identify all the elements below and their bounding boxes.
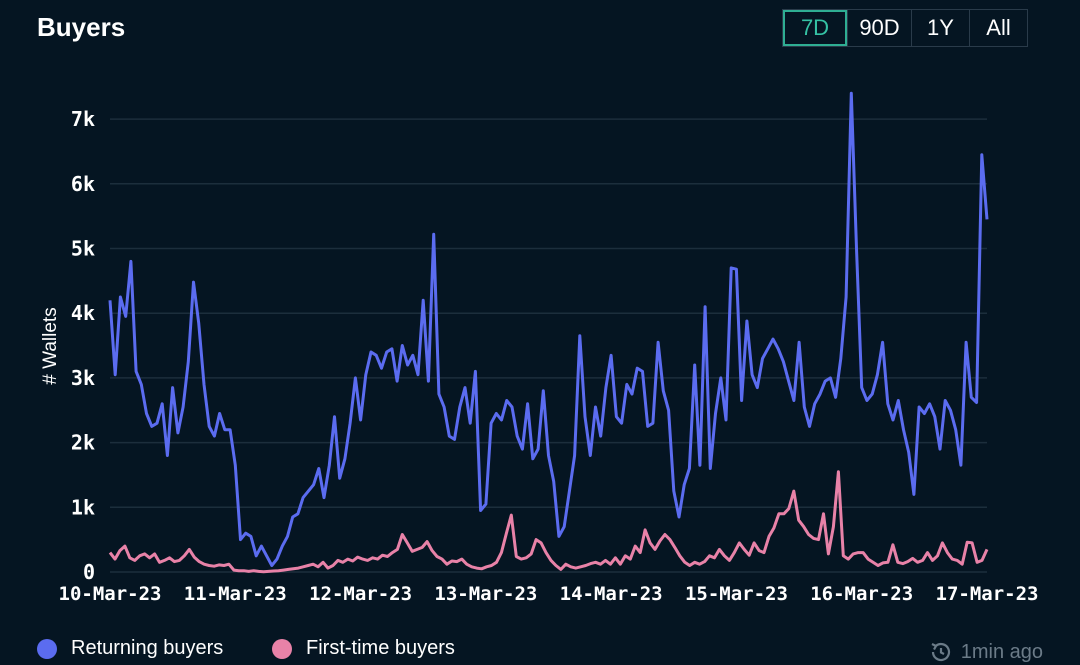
y-axis-ticks: 0 1k 2k 3k 4k 5k 6k 7k — [71, 107, 95, 584]
legend-dot-returning — [37, 638, 57, 659]
buyers-line-chart: 0 1k 2k 3k 4k 5k 6k 7k 10-Mar-23 11-Mar-23 12-Mar… — [40, 91, 1039, 605]
updated-text: 1min ago — [960, 640, 1043, 663]
y-tick-label: 1k — [71, 495, 95, 519]
y-tick-label: 3k — [71, 366, 95, 390]
page-title: Buyers — [37, 12, 126, 42]
x-tick-label: 12-Mar-23 — [309, 583, 412, 605]
refresh-clock-icon — [931, 642, 950, 662]
x-tick-label: 15-Mar-23 — [685, 583, 788, 605]
x-tick-label: 10-Mar-23 — [59, 583, 162, 605]
range-90d-button[interactable]: 90D — [847, 10, 911, 46]
legend-item-first-time[interactable]: First-time buyers — [272, 637, 455, 660]
series-line-first-time-buyers[interactable] — [108, 470, 989, 574]
legend-dot-first-time — [272, 638, 292, 659]
y-tick-label: 5k — [71, 237, 95, 261]
x-tick-label: 16-Mar-23 — [810, 583, 913, 605]
x-tick-label: 14-Mar-23 — [560, 583, 663, 605]
range-all-button[interactable]: All — [969, 10, 1027, 46]
last-updated: 1min ago — [929, 640, 1043, 664]
x-tick-label: 17-Mar-23 — [936, 583, 1039, 605]
x-tick-label: 11-Mar-23 — [184, 583, 287, 605]
series-line-returning-buyers[interactable] — [108, 91, 989, 567]
y-tick-label: 6k — [71, 172, 95, 196]
range-7d-button[interactable]: 7D — [783, 10, 847, 46]
y-tick-label: 0 — [83, 560, 95, 584]
y-axis-label: # Wallets — [40, 307, 61, 384]
legend-label-first-time: First-time buyers — [306, 637, 455, 659]
grid-lines — [110, 118, 987, 573]
x-axis-ticks: 10-Mar-23 11-Mar-23 12-Mar-23 13-Mar-23 14-M… — [59, 583, 1039, 605]
x-tick-label: 13-Mar-23 — [434, 583, 537, 605]
series-lines — [108, 91, 989, 574]
y-tick-label: 4k — [71, 301, 95, 325]
range-1y-button[interactable]: 1Y — [911, 10, 969, 46]
legend-item-returning[interactable]: Returning buyers — [37, 637, 223, 660]
legend-label-returning: Returning buyers — [71, 637, 224, 659]
time-range-selector: 7D 90D 1Y All — [782, 9, 1028, 47]
y-tick-label: 7k — [71, 107, 95, 131]
chart-legend: Returning buyers First-time buyers — [0, 637, 1080, 665]
y-tick-label: 2k — [71, 431, 95, 455]
